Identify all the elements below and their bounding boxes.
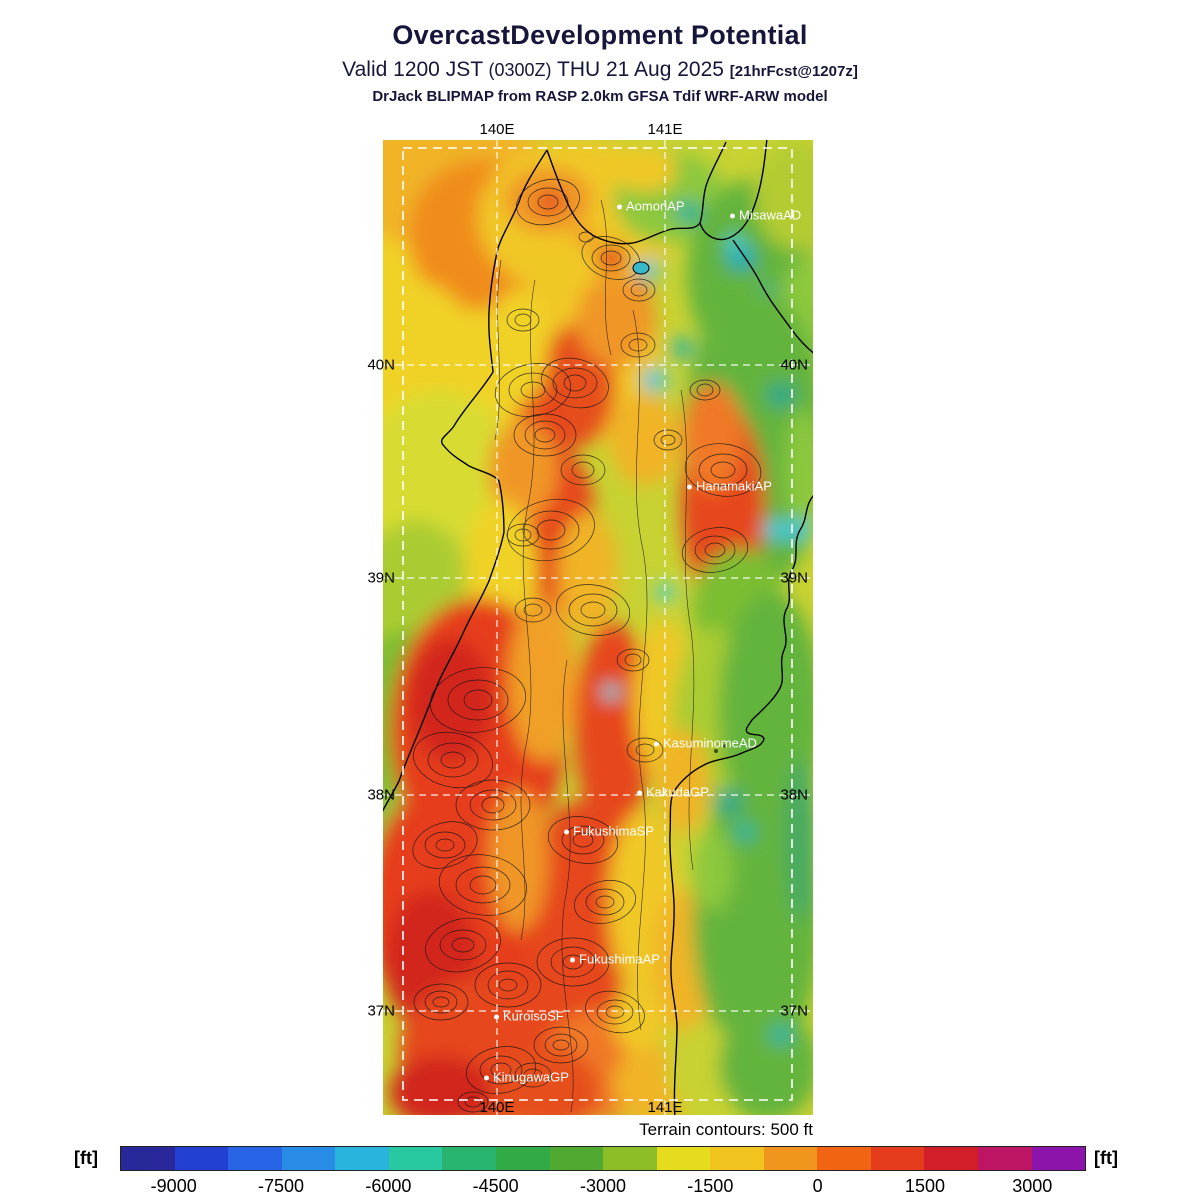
station-aomoriap: AomoriAP: [617, 200, 685, 213]
station-label: KasuminomeAD: [663, 735, 757, 751]
lon-label-141e-top: 141E: [647, 121, 683, 138]
forecast-tag: [21hrFcst@1207z]: [729, 63, 858, 80]
station-dot-icon: [687, 484, 692, 490]
model-line: DrJack BLIPMAP from RASP 2.0km GFSA Tdif…: [372, 88, 828, 105]
station-label: KinugawaGP: [493, 1069, 569, 1085]
lat-label-38n-left: 38N: [367, 786, 395, 804]
lake-towada: [632, 261, 650, 275]
colorbar-tick: 3000: [1012, 1176, 1053, 1196]
colorbar-tick: -9000: [150, 1176, 197, 1196]
lat-label-38n-right: 38N: [780, 786, 808, 804]
station-label: KakudaGP: [646, 784, 709, 800]
station-dot-icon: [617, 204, 622, 210]
station-label: AomoriAP: [626, 198, 685, 214]
station-label: FukushimaSP: [573, 823, 654, 839]
lat-label-39n-right: 39N: [780, 569, 808, 587]
colorbar-tick: 0: [812, 1176, 823, 1196]
colorbar-unit-left: [ft]: [74, 1148, 98, 1168]
colorbar-tick: 1500: [904, 1176, 945, 1196]
station-dot-icon: [564, 829, 569, 835]
latlon-grid-layer: [383, 140, 813, 1115]
station-kinugawagp: KinugawaGP: [484, 1071, 569, 1084]
terrain-contour-layer: [412, 178, 762, 1113]
header: OvercastDevelopment Potential Valid 1200…: [0, 20, 1200, 105]
field-layer: [383, 140, 813, 1115]
station-kuroisosf: KuroisoSF: [494, 1010, 564, 1023]
lat-label-39n-left: 39N: [367, 569, 395, 587]
colorbar-tick: -1500: [687, 1176, 734, 1196]
valid-time-line: Valid 1200 JST (0300Z) THU 21 Aug 2025 […: [0, 58, 1200, 82]
coastline-layer: [383, 140, 813, 1115]
lat-label-40n-left: 40N: [367, 356, 395, 374]
colorbar-gradient: [120, 1146, 1086, 1171]
station-hanamakiap: HanamakiAP: [687, 480, 772, 493]
station-misawaad: MisawaAD: [730, 209, 801, 222]
page-title: OvercastDevelopment Potential: [392, 20, 808, 50]
colorbar-tick: -3000: [579, 1176, 627, 1196]
map-canvas: [383, 140, 813, 1115]
station-label: FukushimaAP: [579, 951, 660, 967]
station-dot-icon: [654, 741, 659, 747]
lat-label-37n-left: 37N: [367, 1002, 395, 1020]
station-kakudagp: KakudaGP: [637, 786, 709, 799]
model-domain-boundary: [402, 147, 793, 1101]
station-dot-icon: [494, 1014, 499, 1020]
station-dot-icon: [570, 957, 575, 963]
station-label: HanamakiAP: [696, 478, 772, 494]
valid-prefix: Valid 1200 JST: [342, 58, 483, 81]
valid-date: THU 21 Aug 2025: [557, 58, 724, 81]
station-dot-icon: [637, 790, 642, 796]
colorbar-ticks: -9000 -7500 -6000 -4500 -3000 -1500 0 15…: [120, 1176, 1086, 1200]
station-label: MisawaAD: [739, 207, 802, 223]
colorbar-tick: -7500: [258, 1176, 305, 1196]
lat-label-40n-right: 40N: [780, 356, 808, 374]
station-dot-icon: [484, 1075, 489, 1081]
lon-label-140e-top: 140E: [479, 121, 515, 138]
station-fukushimaap: FukushimaAP: [570, 953, 660, 966]
valid-zulu: (0300Z): [488, 60, 552, 80]
station-kasuminomead: KasuminomeAD: [654, 737, 757, 750]
lon-label-141e-bottom: 141E: [647, 1099, 683, 1116]
lon-label-140e-bottom: 140E: [479, 1099, 515, 1116]
lat-label-37n-right: 37N: [780, 1002, 808, 1020]
colorbar-tick: -6000: [365, 1176, 412, 1196]
terrain-contours-note: Terrain contours: 500 ft: [639, 1120, 813, 1139]
map-area: 140E 141E 140E 141E 40N 39N 38N 37N 40N …: [367, 121, 813, 1116]
station-dot-icon: [730, 213, 735, 219]
colorbar-tick: -4500: [472, 1176, 519, 1196]
station-label: KuroisoSF: [503, 1008, 564, 1024]
station-fukushimasp: FukushimaSP: [564, 825, 654, 838]
colorbar-unit-right: [ft]: [1094, 1148, 1118, 1168]
